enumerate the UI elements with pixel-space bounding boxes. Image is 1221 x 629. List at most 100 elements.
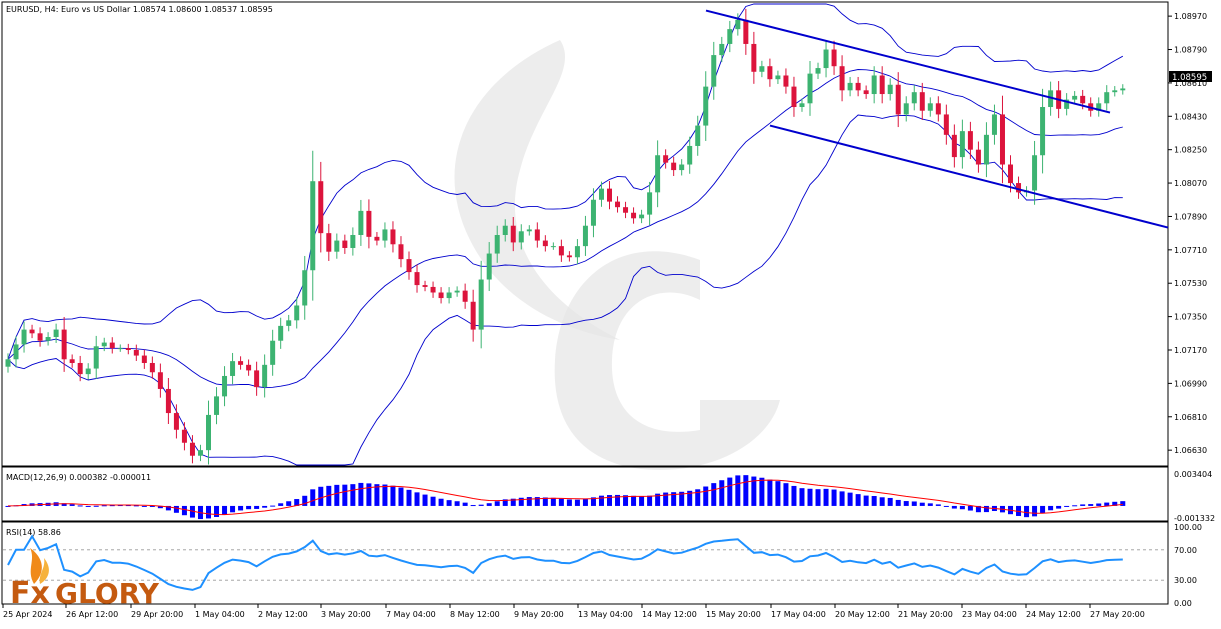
- macd-bar: [615, 494, 621, 506]
- candle-body: [887, 84, 893, 95]
- candle-bullish: [695, 115, 701, 156]
- macd-bar: [1120, 501, 1126, 506]
- macd-bar: [374, 484, 380, 506]
- time-tick-label: 13 May 04:00: [578, 610, 633, 619]
- candle-bullish: [494, 225, 500, 263]
- candle-body: [631, 212, 637, 219]
- candle-bearish: [1008, 155, 1013, 193]
- candle-bearish: [133, 344, 139, 361]
- candle-body: [173, 413, 179, 430]
- candle-bullish: [21, 321, 27, 353]
- candle-body: [294, 305, 300, 321]
- macd-bar: [574, 499, 580, 506]
- macd-bar: [342, 484, 348, 506]
- macd-tick-label: 0.003404: [1174, 470, 1212, 479]
- candle-body: [582, 225, 588, 247]
- macd-bar: [598, 495, 604, 506]
- candle-body: [639, 214, 645, 219]
- macd-bar: [671, 492, 677, 506]
- candle-body: [1064, 99, 1070, 109]
- current-price-label: 1.08595: [1172, 73, 1207, 83]
- time-tick-label: 7 May 04:00: [386, 610, 436, 619]
- macd-tick-label: -0.001332: [1174, 514, 1215, 523]
- candle-bearish: [149, 356, 155, 379]
- macd-bar: [839, 491, 845, 506]
- time-tick-label: 29 Apr 20:00: [131, 610, 183, 619]
- watermark-letter: [554, 251, 780, 470]
- rsi-line: [7, 534, 1123, 591]
- candle-body: [398, 244, 404, 260]
- rsi-tick-label: 0.00: [1174, 599, 1192, 608]
- price-channel: [705, 9, 1169, 229]
- candle-bullish: [887, 78, 893, 101]
- macd-bar: [687, 490, 693, 506]
- price-tick-label: 1.08790: [1174, 46, 1207, 55]
- macd-bar: [262, 505, 268, 508]
- macd-bar: [983, 505, 989, 513]
- macd-bar: [358, 482, 364, 506]
- macd-bar: [270, 505, 276, 507]
- candle-body: [446, 292, 452, 299]
- candle-bullish: [222, 366, 228, 407]
- candle-bullish: [590, 188, 596, 238]
- macd-bar: [61, 503, 67, 506]
- macd-bar: [935, 504, 941, 506]
- candle-bullish: [5, 353, 11, 373]
- candle-body: [230, 361, 236, 376]
- channel-lower-line: [769, 124, 1169, 229]
- watermark-logo: [454, 40, 780, 470]
- candle-bearish: [839, 55, 845, 102]
- macd-bar: [695, 489, 701, 506]
- candle-bearish: [975, 141, 981, 173]
- candle-body: [238, 361, 244, 365]
- macd-bar: [807, 488, 813, 506]
- candle-body: [1048, 90, 1054, 108]
- time-tick-label: 17 May 04:00: [771, 610, 826, 619]
- macd-bar: [526, 497, 532, 506]
- candle-bearish: [157, 363, 163, 398]
- candle-bearish: [542, 235, 548, 252]
- candle-bullish: [927, 97, 933, 117]
- candle-body: [414, 272, 420, 286]
- candle-bullish: [911, 85, 917, 111]
- macd-bar: [751, 476, 757, 506]
- price-tick-label: 1.06990: [1174, 379, 1207, 388]
- candle-body: [125, 348, 131, 350]
- candle-body: [687, 145, 693, 165]
- candle-bearish: [1016, 176, 1022, 199]
- candle-bearish: [935, 96, 941, 122]
- macd-bar: [863, 495, 869, 506]
- candle-bullish: [1112, 86, 1118, 97]
- candle-bearish: [181, 422, 187, 451]
- macd-bar: [823, 488, 829, 506]
- candle-body: [759, 66, 765, 72]
- macd-bar: [967, 505, 973, 511]
- macd-pane-border: [1, 466, 1169, 522]
- macd-bar: [189, 505, 195, 518]
- macd-bar: [117, 505, 123, 507]
- macd-bar: [133, 505, 139, 507]
- time-tick-label: 27 May 20:00: [1090, 610, 1145, 619]
- macd-bar: [238, 505, 244, 511]
- candle-body: [823, 49, 829, 69]
- time-tick-label: 23 May 04:00: [962, 610, 1017, 619]
- macd-bar: [879, 497, 885, 506]
- macd-bar: [647, 495, 653, 506]
- candle-body: [254, 370, 260, 388]
- price-tick-label: 1.07170: [1174, 346, 1207, 355]
- macd-bar: [446, 500, 452, 506]
- candle-bullish: [350, 227, 356, 256]
- candle-bearish: [189, 435, 195, 464]
- candle-bullish: [582, 215, 588, 256]
- candle-bearish: [470, 289, 476, 342]
- candle-bearish: [141, 349, 147, 369]
- candle-bearish: [398, 236, 404, 268]
- candle-bullish: [518, 224, 524, 250]
- candle-bullish: [1040, 88, 1046, 174]
- candle-body: [326, 233, 332, 252]
- candle-bearish: [254, 361, 260, 396]
- macd-bar: [791, 485, 797, 506]
- candle-bullish: [655, 140, 661, 208]
